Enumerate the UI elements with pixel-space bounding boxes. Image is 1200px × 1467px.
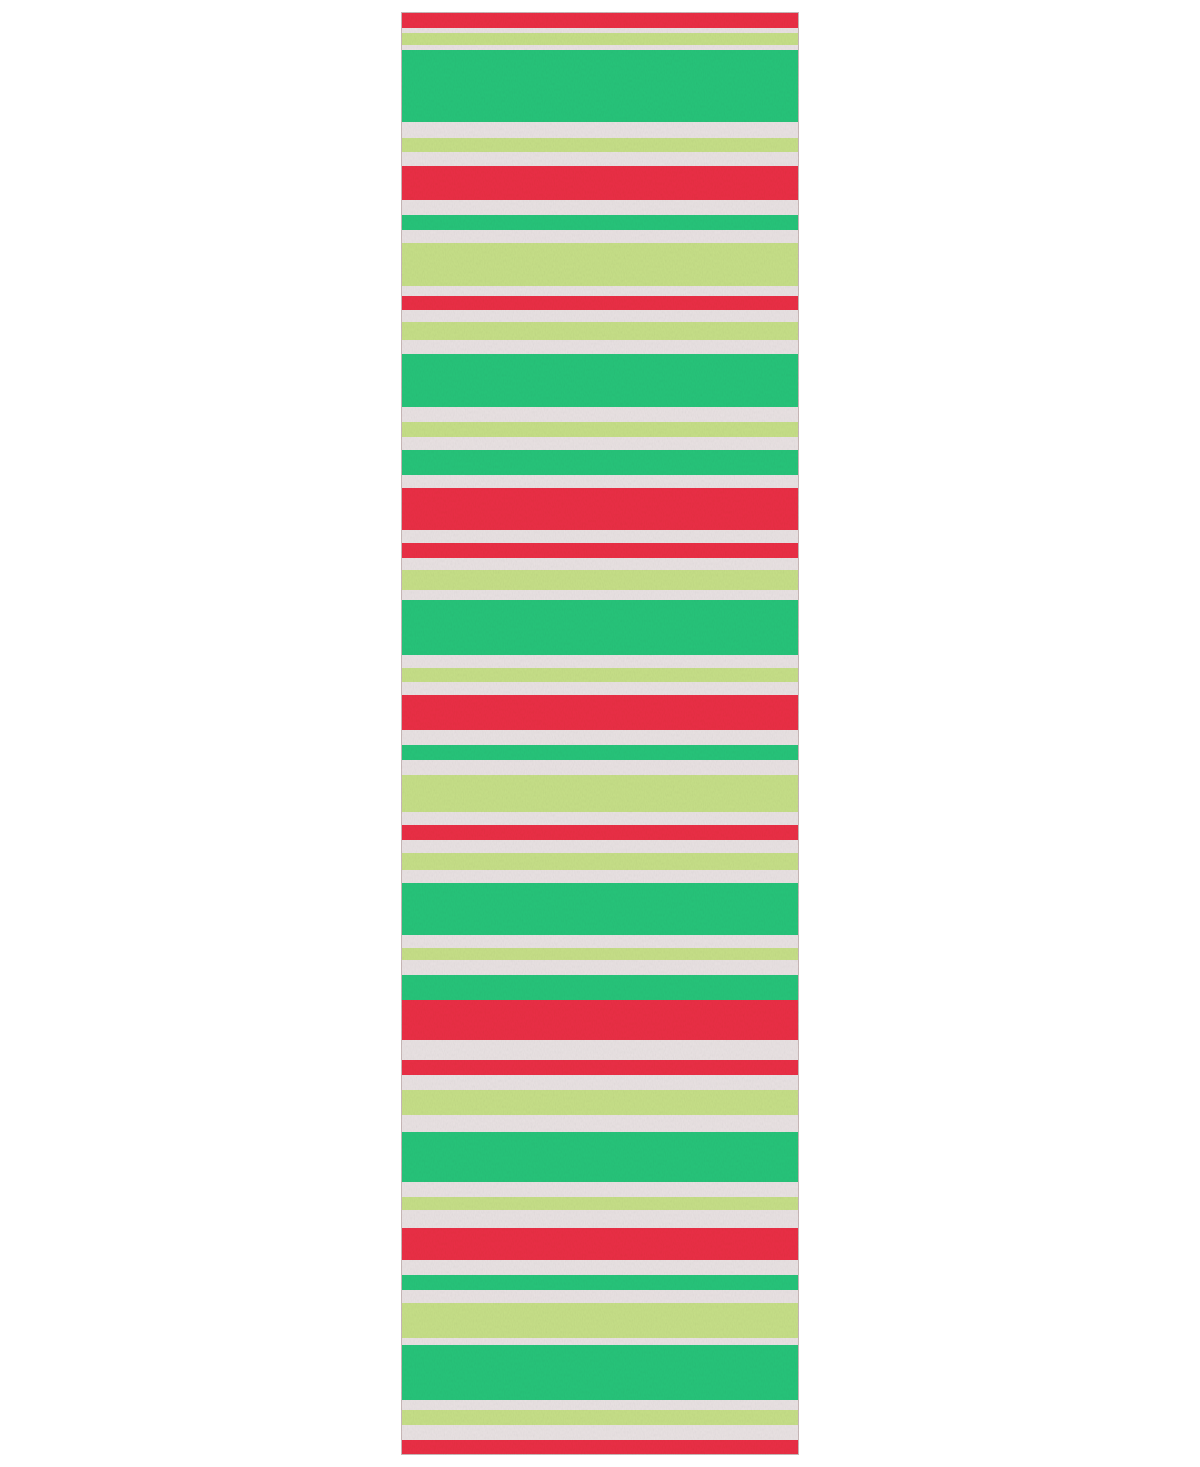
rug-edge <box>401 12 799 1455</box>
rug <box>401 12 799 1455</box>
stripes <box>401 12 799 1455</box>
